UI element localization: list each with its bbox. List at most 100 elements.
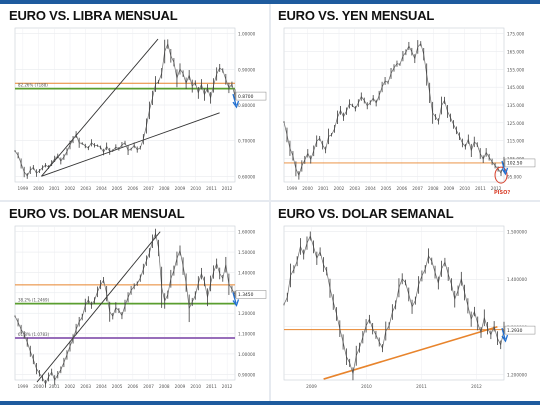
chart-panel-euro-libra-mensual: EURO VS. LIBRA MENSUAL 1.00000 0.90000 0.8…: [3, 4, 269, 200]
current-price-box: [235, 91, 267, 101]
y-tick-label: 0.70000: [238, 139, 256, 144]
series-line: [283, 235, 505, 374]
arrow-down-icon: [232, 292, 237, 304]
plot-area: [283, 225, 505, 381]
y-tick-label: 1.400000: [507, 277, 527, 282]
chart-svg: 1.600001.500001.400001.300001.200001.100…: [14, 225, 267, 389]
annotation-label: 38.2% (1.2469): [18, 298, 50, 303]
x-tick-label: 2007: [412, 186, 423, 191]
y-tick-label: 1.200000: [507, 372, 527, 377]
x-tick-label: 2004: [96, 384, 107, 389]
top-frame-bar: [0, 0, 540, 4]
x-tick-label: 2008: [428, 186, 439, 191]
x-tick-label: 2007: [143, 186, 154, 191]
chart-panel-euro-dolar-semanal: EURO VS. DOLAR SEMANAL 1.500000 1.400000 1…: [272, 202, 538, 398]
y-tick-label: 165.000: [507, 50, 525, 55]
arrow-down-icon: [501, 327, 506, 340]
current-price-box: [504, 325, 536, 335]
x-tick-label: 2006: [397, 186, 408, 191]
trend-line: [41, 38, 159, 177]
x-tick-label: 2007: [143, 384, 154, 389]
x-tick-label: 2012: [222, 186, 233, 191]
x-tick-label: 2012: [491, 186, 502, 191]
chart-svg: 1.00000 0.90000 0.80000 0.70000 0.60000 1999 2…: [14, 27, 267, 191]
current-price-box: [504, 158, 536, 168]
circle-marker: [494, 166, 508, 184]
chart-title: EURO VS. LIBRA MENSUAL: [9, 8, 178, 23]
arrow-down-icon: [501, 160, 506, 173]
x-tick-label: 2000: [33, 186, 44, 191]
y-tick-label: 175.000: [507, 32, 525, 37]
y-tick-label: 135.000: [507, 103, 525, 108]
chart-panel-euro-yen-mensual: EURO VS. YEN MENSUAL 175.000 165.000 155.0…: [272, 4, 538, 200]
chart-panel-euro-dolar-mensual: EURO VS. DOLAR MENSUAL 1.60000 1.50000 1.4…: [3, 202, 269, 398]
x-tick-label: 2010: [190, 186, 201, 191]
y-tick-label: 1.20000: [238, 311, 256, 316]
x-tick-label: 2002: [65, 186, 76, 191]
x-tick-label: 2005: [112, 186, 123, 191]
panel-divider-vertical: [269, 4, 271, 401]
x-tick-label: 2003: [349, 186, 360, 191]
arrow-head-icon: [501, 167, 509, 176]
x-tick-label: 1999: [287, 186, 298, 191]
y-tick-label: 0.90000: [238, 67, 256, 72]
x-tick-label: 2006: [128, 384, 139, 389]
y-tick-label: 1.40000: [238, 270, 256, 275]
trend-line: [36, 231, 161, 383]
annotation-label: PISO?: [494, 190, 510, 196]
x-tick-label: 2012: [471, 384, 482, 389]
y-tick-label: 155.000: [507, 67, 525, 72]
trend-line: [41, 112, 220, 177]
arrow-head-icon: [232, 299, 240, 307]
x-tick-label: 2008: [159, 384, 170, 389]
y-tick-label: 1.00000: [238, 352, 256, 357]
x-tick-label: 2005: [112, 384, 123, 389]
x-tick-label: 2004: [96, 186, 107, 191]
x-tick-label: 2002: [65, 384, 76, 389]
x-tick-label: 2010: [190, 384, 201, 389]
current-price-label: 1.2930: [507, 328, 523, 334]
y-tick-label: 1.50000: [238, 250, 256, 255]
arrow-head-icon: [232, 100, 240, 109]
y-tick-label: 115.000: [507, 139, 525, 144]
x-tick-label: 2005: [381, 186, 392, 191]
arrow-head-icon: [501, 334, 509, 343]
x-tick-label: 2001: [318, 186, 329, 191]
y-tick-label: 95.000: [507, 174, 522, 179]
arrow-down-icon: [232, 93, 237, 106]
chart-title: EURO VS. YEN MENSUAL: [278, 8, 435, 23]
x-tick-label: 2000: [302, 186, 313, 191]
x-tick-label: 1999: [18, 186, 29, 191]
chart-svg: 175.000 165.000 155.000 145.000 135.000 125.0…: [283, 27, 536, 196]
y-tick-label: 0.60000: [238, 174, 256, 179]
y-tick-label: 1.00000: [238, 32, 256, 37]
y-tick-label: 0.80000: [238, 103, 256, 108]
x-tick-label: 2011: [416, 384, 427, 389]
x-tick-label: 2008: [159, 186, 170, 191]
current-price-label: 0.8700: [238, 94, 254, 100]
current-price-label: 1.3450: [238, 292, 254, 298]
x-tick-label: 2011: [475, 186, 486, 191]
y-tick-label: 1.10000: [238, 332, 256, 337]
x-tick-label: 2006: [128, 186, 139, 191]
x-tick-label: 2010: [361, 384, 372, 389]
x-tick-label: 2001: [49, 384, 60, 389]
x-tick-label: 2004: [365, 186, 376, 191]
annotation-label: 61.8% (1.0783): [18, 332, 50, 337]
x-tick-label: 2009: [444, 186, 455, 191]
chart-title: EURO VS. DOLAR MENSUAL: [9, 206, 185, 221]
current-price-box: [235, 290, 267, 299]
y-tick-label: 145.000: [507, 85, 525, 90]
panel-divider-horizontal: [0, 200, 540, 202]
annotation-label: 82.26% (7188): [18, 83, 48, 88]
x-tick-label: 2002: [334, 186, 345, 191]
x-tick-label: 2009: [175, 384, 186, 389]
x-tick-label: 2011: [206, 384, 217, 389]
x-tick-label: 2001: [49, 186, 60, 191]
x-tick-label: 2010: [459, 186, 470, 191]
chart-title: EURO VS. DOLAR SEMANAL: [278, 206, 454, 221]
x-tick-label: 2003: [80, 186, 91, 191]
x-tick-label: 2012: [222, 384, 233, 389]
y-tick-label: 125.000: [507, 121, 525, 126]
x-tick-label: 2003: [80, 384, 91, 389]
